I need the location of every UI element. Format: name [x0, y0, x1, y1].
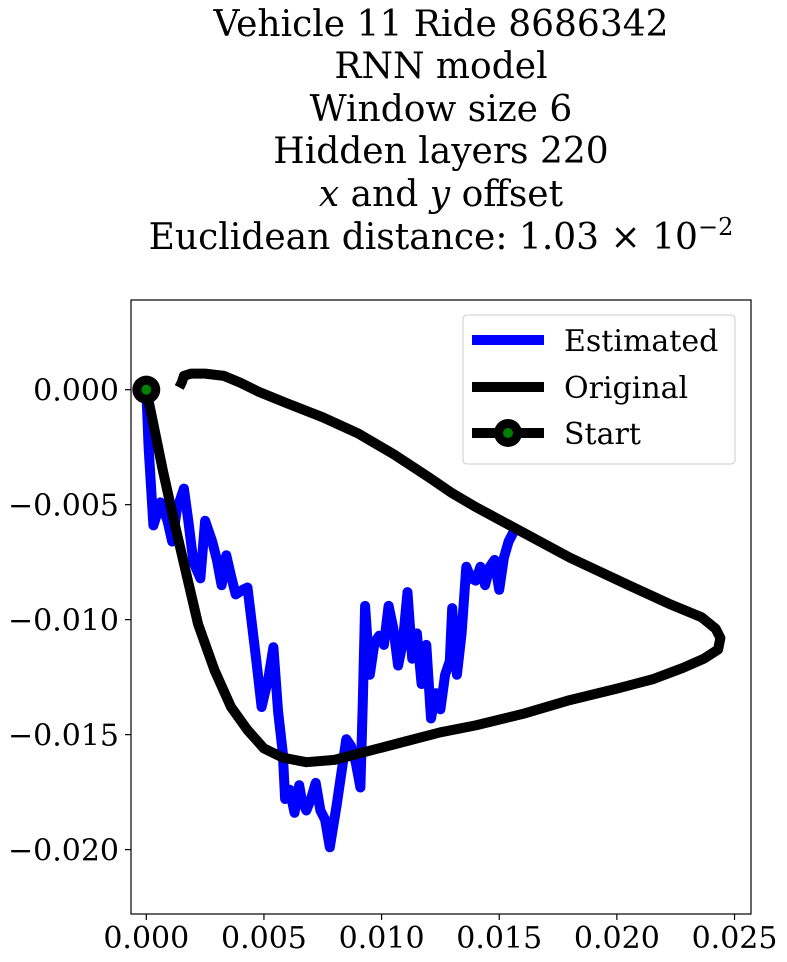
x-tick-label: 0.005 [221, 921, 307, 956]
legend-label-start: Start [564, 417, 641, 452]
title-line-5: Euclidean distance: 1.03 × 10−2 [149, 213, 734, 258]
x-tick-label: 0.010 [339, 921, 425, 956]
series-original-line [141, 368, 726, 768]
plot-frame [130, 299, 752, 915]
legend-box [462, 314, 736, 465]
title-line-4: x and y offset [319, 174, 564, 215]
title-part: and [339, 174, 430, 215]
title-line-2: Window size 6 [310, 89, 573, 130]
y-tick-label: −0.015 [8, 719, 119, 754]
legend-label-estimated: Estimated [564, 324, 718, 359]
plot-series [132, 368, 726, 853]
legend-label-original: Original [564, 371, 688, 406]
title-part: x [319, 174, 339, 215]
legend-marker-center [503, 428, 513, 438]
legend: Estimated Original Start [462, 314, 736, 465]
start-marker-center [141, 384, 152, 395]
title-part: offset [450, 174, 563, 215]
title-part: Window size 6 [310, 89, 573, 130]
title-line-3: Hidden layers 220 [273, 131, 608, 172]
y-axis: 0.000 −0.005 −0.010 −0.015 −0.020 [8, 374, 131, 869]
title-line-1: RNN model [334, 46, 547, 87]
x-tick-label: 0.000 [103, 921, 189, 956]
title-line-0: Vehicle 11 Ride 8686342 [212, 4, 668, 45]
y-tick-label: 0.000 [33, 374, 119, 409]
series-estimated-line [141, 389, 518, 853]
y-tick-label: −0.010 [8, 604, 119, 639]
x-tick-label: 0.025 [692, 921, 778, 956]
title-part: y [428, 174, 451, 215]
y-tick-label: −0.020 [8, 834, 119, 869]
title-part: Hidden layers 220 [273, 131, 608, 172]
title-part: −2 [698, 213, 733, 241]
title-part: Euclidean distance: 1.03 × 10 [149, 217, 698, 258]
title-part: Vehicle 11 Ride 8686342 [212, 4, 668, 45]
x-tick-label: 0.015 [456, 921, 542, 956]
title-part: RNN model [334, 46, 547, 87]
x-axis: 0.000 0.005 0.010 0.015 0.020 0.025 [103, 914, 777, 956]
y-tick-label: −0.005 [8, 489, 119, 524]
x-tick-label: 0.020 [574, 921, 660, 956]
